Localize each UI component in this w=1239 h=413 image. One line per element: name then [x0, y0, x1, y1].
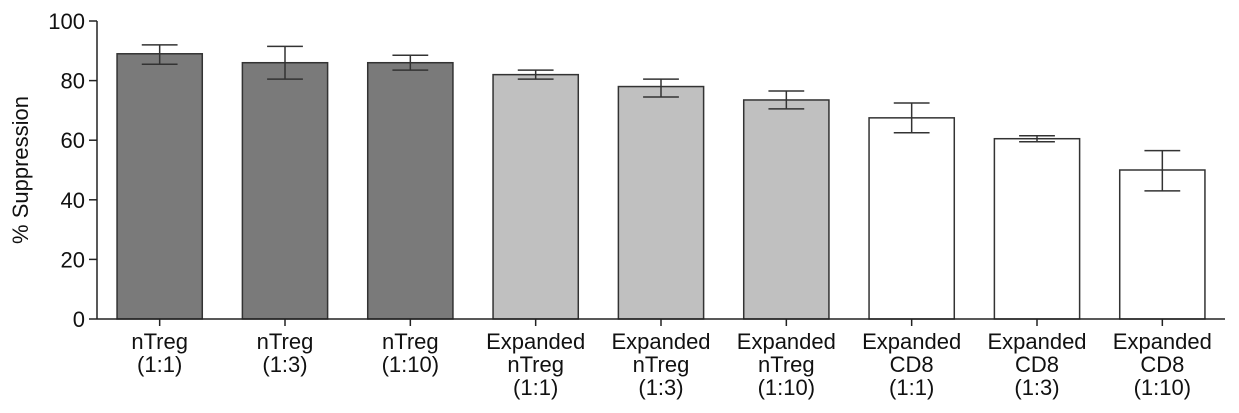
x-tick-label: Expanded nTreg (1:10) [737, 329, 836, 400]
x-tick-label: nTreg (1:1) [131, 329, 188, 377]
bar [241, 61, 329, 320]
bar [492, 73, 580, 320]
x-tick-label-line: Expanded [611, 329, 710, 354]
x-tick-label: Expanded CD8 (1:3) [987, 329, 1086, 400]
x-tick-label-line: nTreg [131, 329, 188, 354]
x-tick-label-line: Expanded [987, 329, 1086, 354]
bar [1118, 169, 1206, 320]
x-tick-label-line: Expanded [737, 329, 836, 354]
x-tick-label: Expanded CD8 (1:1) [862, 329, 961, 400]
x-tick-label-line: (1:1) [889, 375, 934, 400]
bar [742, 99, 830, 320]
x-tick-label-line: Expanded [486, 329, 585, 354]
x-tick-label-line: (1:10) [382, 352, 439, 377]
bar [868, 117, 956, 320]
x-tick-label-line: nTreg [633, 352, 690, 377]
bar [116, 53, 204, 320]
y-tick-label: 100 [48, 9, 85, 34]
x-tick-label: Expanded CD8 (1:10) [1113, 329, 1212, 400]
x-tick-label-line: (1:1) [137, 352, 182, 377]
x-tick-label-line: nTreg [758, 352, 815, 377]
y-tick-label: 60 [61, 128, 85, 153]
y-tick-label: 80 [61, 69, 85, 94]
x-tick-label-line: nTreg [507, 352, 564, 377]
x-tick-label: Expanded nTreg (1:3) [611, 329, 710, 400]
x-tick-label-line: CD8 [890, 352, 934, 377]
x-tick-label-line: (1:10) [1134, 375, 1191, 400]
bar [993, 137, 1081, 320]
x-tick-label-line: CD8 [1015, 352, 1059, 377]
y-tick-label: 40 [61, 188, 85, 213]
y-axis-title: % Suppression [8, 96, 33, 244]
x-tick-label: Expanded nTreg (1:1) [486, 329, 585, 400]
x-tick-label-line: (1:3) [638, 375, 683, 400]
x-tick-label-line: (1:3) [262, 352, 307, 377]
x-axis: nTreg (1:1)nTreg (1:3)nTreg (1:10)Expanded n… [97, 318, 1225, 400]
x-tick-label-line: nTreg [257, 329, 314, 354]
bar [617, 85, 705, 320]
x-tick-label-line: (1:3) [1014, 375, 1059, 400]
x-tick-label-line: CD8 [1140, 352, 1184, 377]
bar [366, 61, 454, 320]
y-axis: 0 20 40 60 80 100 [48, 9, 98, 332]
x-tick-label-line: nTreg [382, 329, 439, 354]
x-tick-label-line: (1:1) [513, 375, 558, 400]
x-tick-label: nTreg (1:10) [382, 329, 439, 377]
x-tick-label-line: Expanded [1113, 329, 1212, 354]
x-tick-label: nTreg (1:3) [257, 329, 314, 377]
x-tick-label-line: (1:10) [758, 375, 815, 400]
bars [116, 53, 1206, 320]
y-tick-label: 0 [73, 307, 85, 332]
y-tick-label: 20 [61, 247, 85, 272]
x-tick-label-line: Expanded [862, 329, 961, 354]
error-bars [141, 44, 1181, 192]
